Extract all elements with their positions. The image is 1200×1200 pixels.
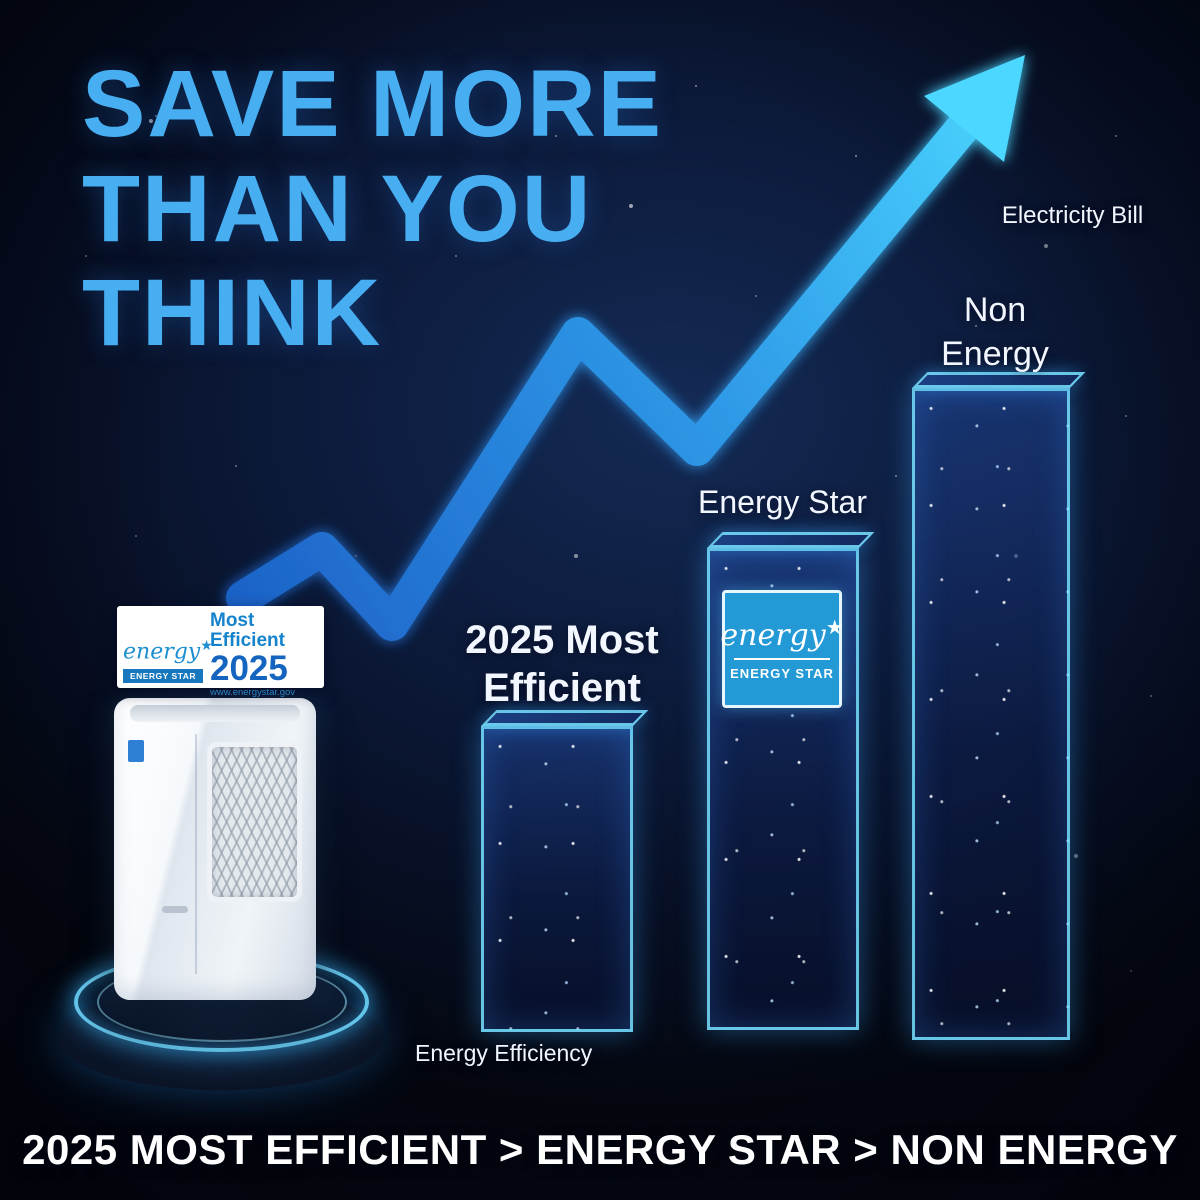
headline-line-2: THAN YOU [82,155,593,262]
energy-star-brand-text: ENERGY STAR [123,669,203,683]
dehumidifier-seam [194,734,197,974]
y-axis-label: Electricity Bill [1001,202,1144,229]
dehumidifier-grille [206,742,302,902]
bar-label-non-energy: Non Energy [905,288,1085,376]
energy-star-badge: energy★ ENERGY STAR [720,590,844,708]
dehumidifier-body [114,698,316,1000]
headline-line-3: THINK [82,260,383,366]
headline-line-1: SAVE MORE [82,51,664,157]
bar-label-most-efficient-line1: 2025 Most [465,618,659,662]
bar-label-energy-star: Energy Star [698,484,867,520]
energy-star-logo-word: energy [123,639,201,665]
bar-label-most-efficient-line2: Efficient [483,666,641,710]
bar-label-most-efficient: 2025 Most Efficient [443,616,681,712]
dehumidifier-handle [162,906,189,913]
bar-label-non-energy-line2: Energy [941,335,1049,374]
x-axis-label: Energy Efficiency [415,1040,593,1066]
dehumidifier-control-panel [130,705,300,722]
energy-star-logo: energy★ [123,639,213,665]
bar-most-efficient [481,710,649,1032]
energy-star-brand-text: ENERGY STAR [730,666,834,681]
dehumidifier-product-image [114,698,316,1000]
most-efficient-2025-badge: energy★ ENERGY STAR Most Efficient 2025 … [117,606,324,698]
energy-label-sticker [128,740,144,762]
energy-star-logo-word: energy [720,618,826,653]
bar-non-energy [912,372,1086,1040]
star-icon: ★ [825,615,844,639]
bar-top-face [707,532,875,548]
badge-divider [734,658,830,660]
bar-label-non-energy-line1: Non [963,291,1027,329]
headline: SAVE MORE THAN YOU THINK [82,52,663,366]
badge-title: Most Efficient [210,610,285,651]
badge-logo-column: energy★ ENERGY STAR [123,611,213,683]
bar-top-face [481,710,649,726]
footer-comparison-text: 2025 MOST EFFICIENT > ENERGY STAR > NON … [22,1126,1178,1173]
badge-year: 2025 [210,648,288,688]
badge-url: www.energystar.gov [210,686,296,698]
badge-text-column: Most Efficient 2025 www.energystar.gov [203,610,318,698]
energy-star-logo: energy★ [720,617,843,651]
